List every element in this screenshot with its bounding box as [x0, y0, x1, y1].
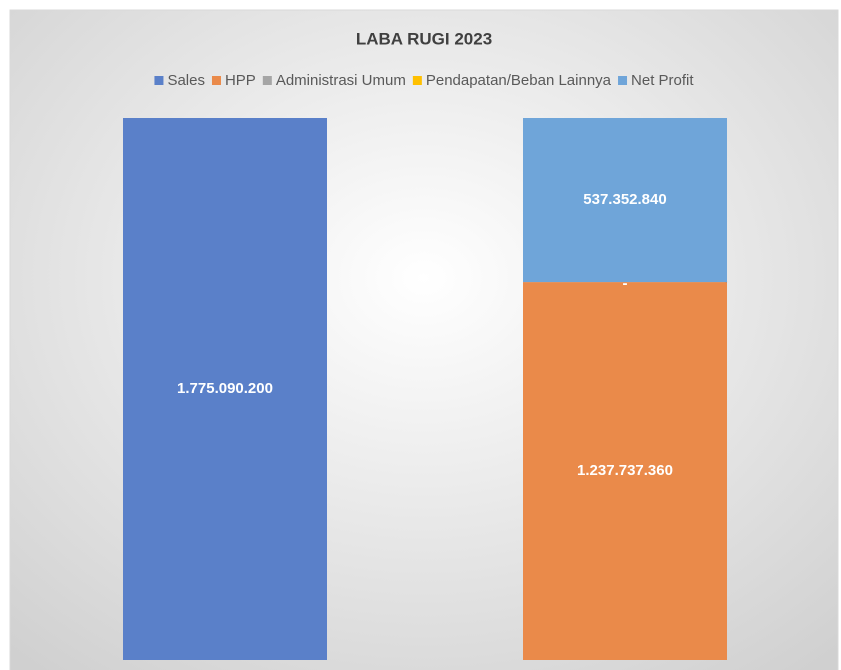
- bar-segment: [123, 118, 327, 660]
- bar-segment: [523, 282, 727, 660]
- data-label: 1.237.737.360: [577, 462, 673, 479]
- legend-label: Pendapatan/Beban Lainnya: [426, 72, 612, 89]
- data-label: 537.352.840: [583, 191, 666, 208]
- legend-label: Net Profit: [631, 72, 694, 89]
- legend-swatch: [211, 76, 221, 85]
- data-label: 1.775.090.200: [177, 380, 273, 397]
- chart-title: LABA RUGI 2023: [356, 29, 492, 48]
- legend-label: Sales: [167, 72, 205, 89]
- legend-swatch: [262, 76, 272, 85]
- legend: Sales HPP Administrasi Umum Pendapatan/Beba…: [154, 72, 694, 89]
- legend-swatch: [618, 76, 628, 85]
- data-label: -: [623, 275, 628, 292]
- legend-swatch: [412, 76, 422, 85]
- legend-label: HPP: [225, 72, 256, 89]
- legend-label: Administrasi Umum: [276, 72, 406, 89]
- bar-segment: [523, 118, 727, 283]
- legend-swatch: [154, 76, 164, 85]
